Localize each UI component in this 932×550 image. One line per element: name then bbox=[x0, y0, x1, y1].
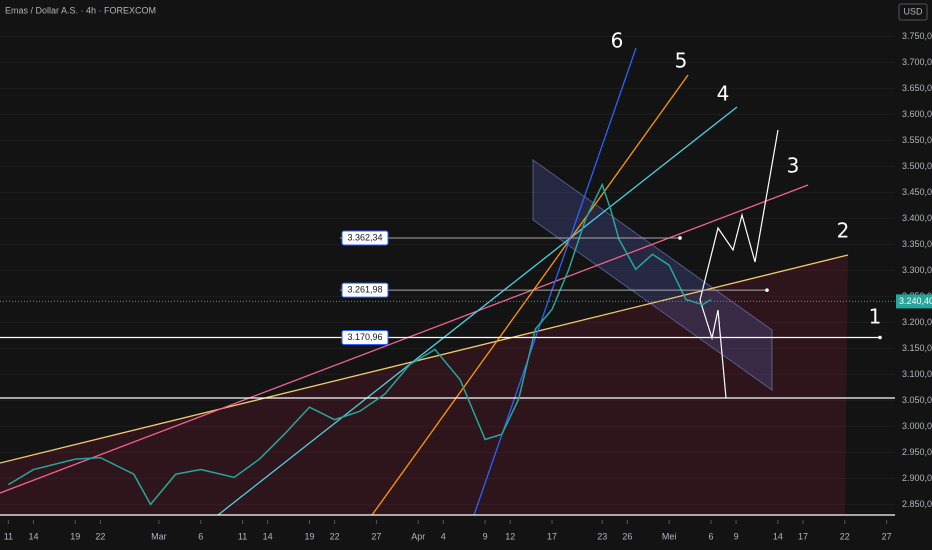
projection bbox=[699, 299, 727, 399]
trend-line bbox=[473, 47, 637, 516]
y-tick-label: 3.100,00 bbox=[902, 369, 932, 379]
level-handle bbox=[765, 288, 769, 292]
y-tick-label: 3.750,00 bbox=[902, 31, 932, 41]
x-tick-label: 26 bbox=[622, 531, 632, 541]
level-handle bbox=[878, 335, 882, 340]
x-tick-label: 6 bbox=[198, 531, 203, 541]
level-label-box bbox=[341, 282, 389, 298]
y-tick-label: 3.500,00 bbox=[902, 161, 932, 171]
y-tick-label: 3.150,00 bbox=[902, 343, 932, 353]
title: Emas / Dollar A.S. · 4h · FOREXCOM bbox=[5, 5, 156, 15]
trend-line bbox=[0, 184, 809, 494]
x-tick-label: 22 bbox=[95, 531, 105, 541]
annotation: 2 bbox=[837, 219, 850, 243]
currency-box bbox=[898, 3, 928, 21]
time-axis bbox=[0, 520, 932, 550]
x-tick-label: 12 bbox=[505, 531, 515, 541]
level-label: 3.261,98 bbox=[347, 285, 382, 295]
y-tick-label: 3.550,00 bbox=[902, 135, 932, 145]
last-price-box bbox=[896, 294, 932, 309]
y-tick-label: 3.200,00 bbox=[902, 317, 932, 327]
x-tick-label: 14 bbox=[263, 531, 273, 541]
x-tick-label: 23 bbox=[597, 531, 607, 541]
projection bbox=[699, 129, 779, 301]
annotation: 3 bbox=[787, 154, 800, 178]
annotation: 5 bbox=[675, 49, 688, 73]
y-tick-label: 3.700,00 bbox=[902, 57, 932, 67]
level-label: 3.362,34 bbox=[347, 232, 382, 242]
currency: USD bbox=[903, 6, 923, 16]
annotation: 1 bbox=[869, 305, 882, 329]
x-tick-label: 11 bbox=[4, 531, 13, 541]
y-tick-label: 2.950,00 bbox=[902, 447, 932, 457]
price-axis bbox=[895, 0, 932, 550]
x-tick-label: 22 bbox=[330, 531, 340, 541]
channel bbox=[532, 159, 773, 391]
x-tick-label: 9 bbox=[483, 531, 488, 541]
x-tick-label: 27 bbox=[371, 531, 381, 541]
y-tick-label: 3.650,00 bbox=[902, 83, 932, 93]
x-tick-label: 27 bbox=[882, 531, 892, 541]
price-line bbox=[7, 182, 712, 506]
x-tick-label: 9 bbox=[734, 531, 739, 541]
y-tick-label: 3.350,00 bbox=[902, 239, 932, 249]
y-tick-label: 3.400,00 bbox=[902, 213, 932, 223]
x-tick-label: Mar bbox=[151, 531, 167, 541]
x-tick-label: 19 bbox=[304, 531, 314, 541]
trend-line bbox=[0, 254, 849, 464]
annotation: 6 bbox=[611, 29, 624, 53]
annotation: 4 bbox=[717, 82, 730, 106]
x-tick-label: Mei bbox=[662, 531, 677, 541]
trend-line bbox=[217, 106, 738, 516]
x-tick-label: 22 bbox=[840, 531, 850, 541]
last-price-label: 3.240,40 bbox=[899, 296, 932, 306]
x-tick-label: 17 bbox=[547, 531, 557, 541]
level-label-box bbox=[341, 330, 389, 346]
shaded-zone bbox=[0, 255, 848, 515]
y-tick-label: 2.850,00 bbox=[902, 499, 932, 509]
y-tick-label: 3.450,00 bbox=[902, 187, 932, 197]
x-tick-label: 14 bbox=[28, 531, 38, 541]
x-tick-label: 6 bbox=[708, 531, 713, 541]
level-handle bbox=[678, 236, 682, 240]
y-tick-label: 3.600,00 bbox=[902, 109, 932, 119]
x-tick-label: 14 bbox=[773, 531, 783, 541]
x-tick-label: 19 bbox=[70, 531, 80, 541]
x-tick-label: 4 bbox=[441, 531, 446, 541]
trend-line bbox=[371, 74, 689, 516]
y-tick-label: 3.000,00 bbox=[902, 421, 932, 431]
y-tick-label: 3.050,00 bbox=[902, 395, 932, 405]
y-tick-label: 3.300,00 bbox=[902, 265, 932, 275]
x-tick-label: Apr bbox=[411, 531, 425, 541]
level-label-box bbox=[341, 230, 389, 246]
y-tick-label: 2.900,00 bbox=[902, 473, 932, 483]
x-tick-label: 11 bbox=[238, 531, 247, 541]
x-tick-label: 17 bbox=[798, 531, 808, 541]
level-label: 3.170,96 bbox=[347, 332, 382, 342]
